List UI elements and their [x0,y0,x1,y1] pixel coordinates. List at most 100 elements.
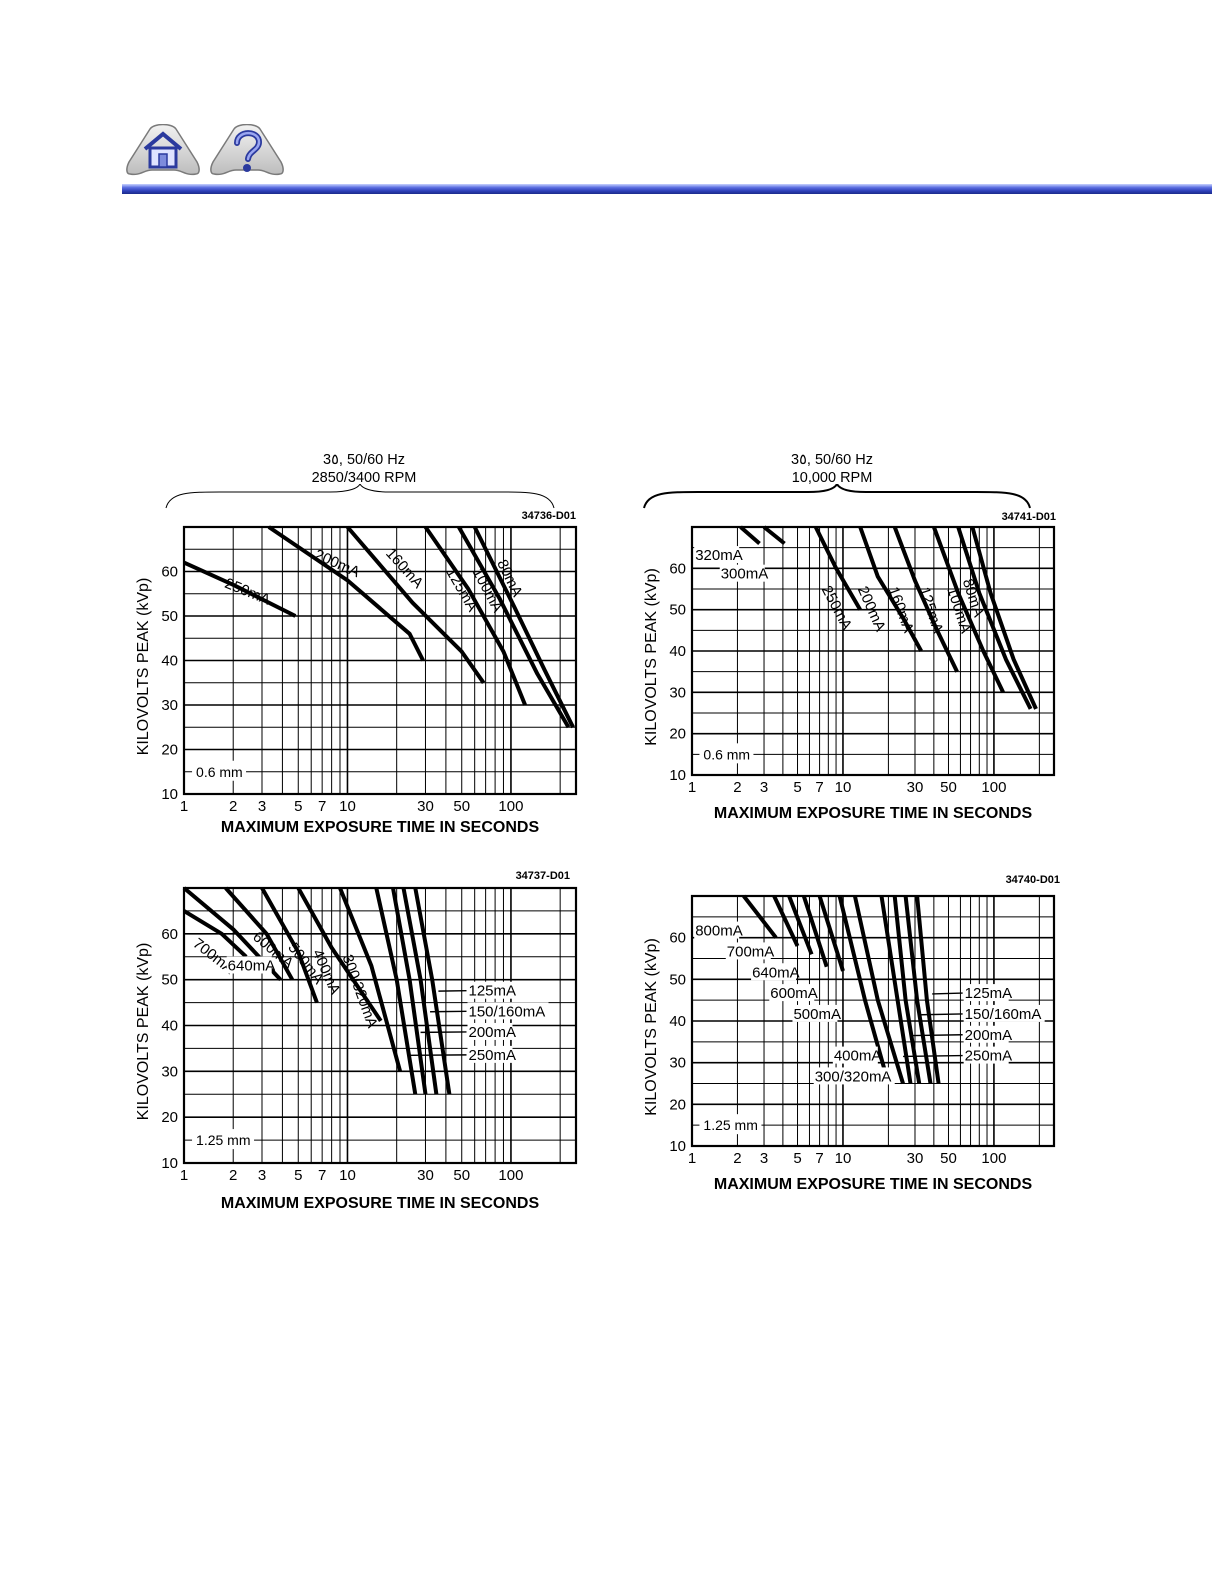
x-tick-label: 30 [907,1150,924,1167]
x-tick-label: 30 [417,1167,434,1184]
series-label-bg [832,1046,878,1064]
chart-top-left: 34736-D01 0.6 mm 1 2 3 5 7 10 30 50 100 10 20 30 40 50 6… [120,505,590,845]
series-line [345,525,486,684]
x-tick-label: 50 [940,1150,957,1167]
series-label: 300/320mA [815,1068,892,1085]
series-label: 300/320mA [339,952,381,1030]
x-tick-label: 2 [229,1167,237,1184]
series-line [892,526,959,673]
x-tick-label: 5 [793,1150,801,1167]
series-label-bg [467,1002,549,1020]
series-label: 300mA [721,566,769,583]
y-tick-label: 20 [161,1109,178,1126]
series-line [423,525,527,706]
series-leader [912,1034,963,1037]
y-tick-label: 40 [161,1018,178,1035]
x-tick-label: 10 [339,1167,356,1184]
focal-label-bg [699,743,754,764]
series-label: 160mA [382,545,426,592]
y-tick-label: 10 [161,1155,178,1172]
series-label-bg [751,963,797,981]
y-tick-label: 40 [669,1013,686,1030]
home-icon [126,124,200,176]
chart-top-right: 34741-D01 0.6 mm 1 2 3 5 7 10 30 50 100 10 20 30 40 50 6… [628,505,1068,825]
y-tick-label: 60 [669,560,686,577]
x-tick-label: 3 [258,1167,266,1184]
series-leader [921,1013,963,1016]
y-tick-label: 50 [161,608,178,625]
plot-frame [182,525,578,796]
x-tick-label: 30 [907,779,924,796]
x-tick-label: 3 [760,1150,768,1167]
series-line [260,887,319,1004]
series-label-bg [769,984,815,1002]
x-axis-label: MAXIMUM EXPOSURE TIME IN SECONDS [221,819,540,836]
series-label: 150/160mA [965,1006,1042,1023]
series-line [801,895,829,968]
x-tick-label: 100 [498,1167,523,1184]
x-tick-label: 1 [180,1167,188,1184]
series-label-bg [813,1067,895,1085]
plot-frame [690,525,1056,777]
x-tick-label: 7 [318,798,326,815]
x-tick-label: 2 [733,1150,741,1167]
chart-svg-1: 34736-D01 0.6 mm 1 2 3 5 7 10 30 50 100 10 20 30 40 50 6… [135,510,578,836]
y-tick-label: 30 [669,684,686,701]
focal-spot-label: 0.6 mm [196,764,243,780]
series-line [224,886,295,981]
series-label-bg [963,1025,1009,1043]
x-tick-label: 10 [835,779,852,796]
series-label: 640mA [228,958,276,975]
x-tick-label: 100 [981,1150,1006,1167]
series-line [742,894,778,939]
y-tick-label: 50 [669,602,686,619]
question-icon [210,124,284,176]
series-label-bg [467,1045,513,1063]
chart-code: 34741-D01 [1002,511,1056,523]
y-tick-label: 50 [161,972,178,989]
series-label: 125mA [469,983,517,1000]
series-label: 150/160mA [469,1003,546,1020]
plot-frame [182,886,578,1165]
chart-bottom-left: 34737-D01 1.25 mm 1 2 3 5 7 10 30 50 100 10 20 30 40 50… [120,866,590,1216]
series-label-bg [963,1046,1009,1064]
series-line [932,526,1005,694]
chart-svg-2: 34741-D01 0.6 mm 1 2 3 5 7 10 30 50 100 10 20 30 40 50 6… [643,511,1056,822]
y-tick-label: 20 [669,726,686,743]
series-line [457,526,571,729]
focal-spot-label: 1.25 mm [703,1117,757,1133]
series-line [267,525,425,662]
series-leader [903,1054,963,1058]
help-button[interactable] [210,124,284,178]
y-tick-label: 20 [669,1096,686,1113]
x-tick-label: 10 [835,1150,852,1167]
y-tick-label: 10 [161,786,178,803]
series-label-bg [226,956,272,974]
chart-code: 34737-D01 [516,870,570,882]
series-leader [932,992,963,995]
chart-code: 34740-D01 [1006,874,1060,886]
series-line [852,895,905,1085]
x-tick-label: 5 [294,1167,302,1184]
series-line [296,887,383,1023]
y-axis-label: KILOVOLTS PEAK (kVp) [643,938,660,1116]
series-line [762,525,786,546]
header-divider [122,184,1212,194]
x-tick-label: 50 [453,798,470,815]
x-axis-label: MAXIMUM EXPOSURE TIME IN SECONDS [714,1176,1033,1193]
x-tick-label: 7 [815,779,823,796]
home-button[interactable] [126,124,200,178]
y-tick-label: 30 [161,697,178,714]
focal-label-bg [192,1129,255,1150]
series-line [817,895,845,972]
series-label-bg [963,1004,1045,1022]
series-line [837,895,891,1085]
series-line [183,560,297,618]
x-tick-label: 2 [229,798,237,815]
x-axis-label: MAXIMUM EXPOSURE TIME IN SECONDS [714,805,1033,822]
x-tick-label: 100 [981,779,1006,796]
series-label-bg [792,1004,838,1022]
series-label: 700mA [727,943,775,960]
x-tick-label: 10 [339,798,356,815]
x-tick-label: 3 [258,798,266,815]
